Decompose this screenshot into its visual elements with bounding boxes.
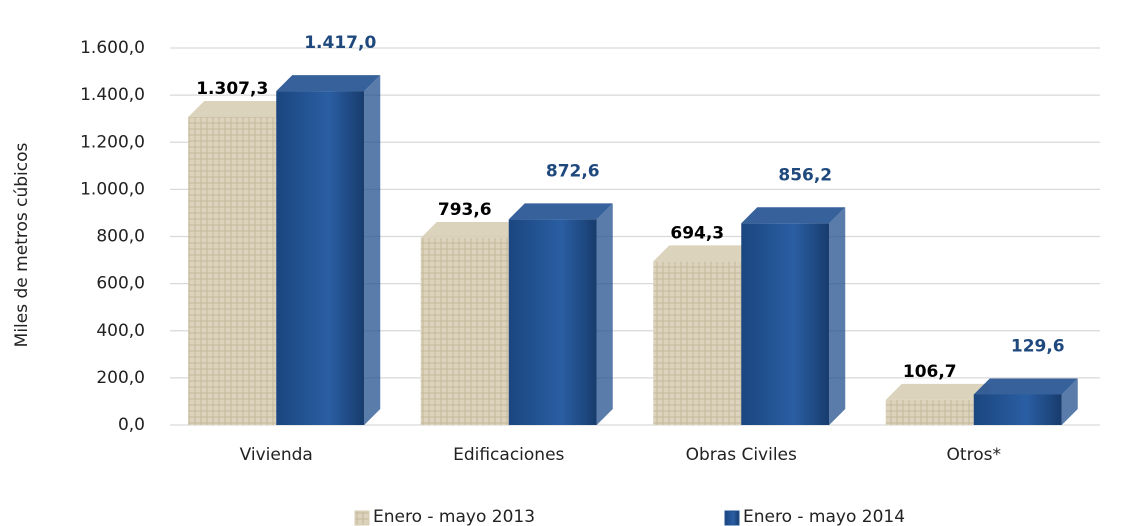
bar-side [829,207,846,425]
value-label: 129,6 [1011,336,1065,356]
value-label: 793,6 [438,200,492,220]
y-tick-label: 800,0 [96,227,145,247]
bar-top [885,383,990,400]
y-axis-label: Miles de metros cúbicos [12,143,32,348]
value-label: 872,6 [546,161,600,181]
legend-label: Enero - mayo 2013 [373,507,535,526]
bar-side [1061,378,1078,425]
bar [420,238,509,425]
bar [508,219,597,425]
bar [973,394,1062,425]
y-tick-label: 1.200,0 [80,132,145,152]
bar-top [741,207,846,224]
legend-swatch [724,510,740,526]
bar-top [276,75,381,92]
bar [276,91,365,425]
bar [741,223,830,425]
bar-top [508,203,613,220]
bar [653,261,742,425]
bar-side [596,203,613,425]
x-tick-label: Edificaciones [453,445,564,465]
bar-top [420,222,525,239]
bar-top [973,378,1078,395]
bar-top [188,100,293,117]
x-tick-label: Otros* [947,445,1001,465]
bar [188,116,277,425]
y-tick-label: 1.000,0 [80,179,145,199]
x-tick-label: Obras Civiles [686,445,797,465]
legend-swatch [354,510,370,526]
value-label: 106,7 [903,362,957,382]
value-label: 856,2 [778,165,832,185]
y-tick-label: 400,0 [96,321,145,341]
value-label: 1.417,0 [304,33,376,53]
x-tick-label: Vivienda [240,445,313,465]
y-tick-label: 0,0 [118,415,145,435]
y-tick-label: 1.400,0 [80,85,145,105]
value-label: 694,3 [670,223,724,243]
y-tick-label: 1.600,0 [80,38,145,58]
y-tick-label: 600,0 [96,274,145,294]
bar-side [364,75,381,425]
y-tick-label: 200,0 [96,368,145,388]
bar [885,399,974,425]
legend-label: Enero - mayo 2014 [743,507,905,526]
value-label: 1.307,3 [196,79,268,99]
bar-top [653,245,758,262]
